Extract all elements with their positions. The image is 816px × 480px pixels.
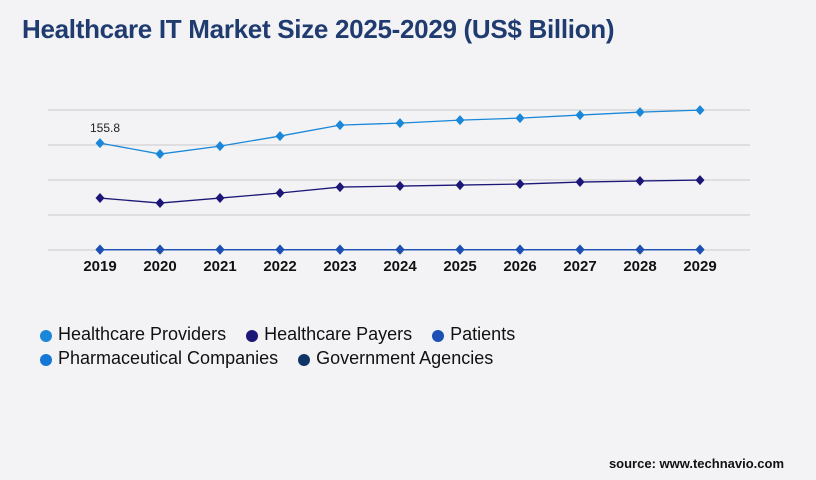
data-point	[695, 175, 705, 186]
x-tick-label: 2026	[503, 258, 536, 275]
data-point	[455, 180, 465, 191]
legend-row: Pharmaceutical Companies Government Agenc…	[40, 346, 535, 370]
data-point	[335, 244, 345, 255]
legend-marker-icon	[246, 329, 259, 342]
data-point	[215, 193, 225, 204]
legend-item: Government Agencies	[298, 348, 493, 369]
x-tick-label: 2027	[563, 258, 596, 275]
legend-item: Pharmaceutical Companies	[40, 348, 278, 369]
x-tick-label: 2029	[683, 258, 716, 275]
data-point	[335, 182, 345, 193]
chart-title: Healthcare IT Market Size 2025-2029 (US$…	[22, 14, 615, 44]
legend-label: Patients	[450, 323, 516, 344]
x-tick-label: 2020	[143, 258, 176, 275]
data-point	[275, 188, 285, 199]
legend-label: Healthcare Payers	[264, 323, 413, 344]
x-tick-label: 2023	[323, 258, 356, 275]
data-point	[95, 193, 105, 204]
data-point	[695, 105, 705, 116]
data-point	[395, 118, 405, 129]
legend: Healthcare Providers Healthcare Payers Pat…	[40, 322, 535, 370]
data-point	[275, 131, 285, 142]
legend-label: Pharmaceutical Companies	[58, 347, 279, 368]
data-point	[275, 244, 285, 255]
legend-marker-icon	[40, 329, 52, 342]
data-point	[515, 179, 525, 190]
data-point	[155, 244, 165, 255]
legend-row: Healthcare Providers Healthcare Payers Pat…	[40, 322, 535, 346]
data-label: 155.8	[90, 121, 120, 135]
legend-marker-icon	[298, 353, 311, 366]
data-point	[155, 149, 165, 160]
legend-item: Healthcare Providers	[40, 324, 226, 345]
data-point	[95, 138, 105, 149]
data-point	[515, 244, 525, 255]
legend-marker-icon	[40, 353, 52, 366]
legend-label: Government Agencies	[316, 347, 494, 368]
data-point	[395, 181, 405, 192]
series-line	[99, 109, 701, 155]
data-point	[395, 244, 405, 255]
data-point	[695, 244, 705, 255]
data-point	[155, 198, 165, 209]
line-chart: 2019 2020 2021 2022 2023 2024 2025 2026 2027 2028…	[48, 105, 750, 275]
data-point	[575, 177, 585, 188]
data-point	[635, 107, 645, 118]
legend-item: Healthcare Payers	[246, 324, 412, 345]
data-point	[455, 115, 465, 126]
x-tick-label: 2021	[203, 258, 236, 275]
x-tick-label: 2028	[623, 258, 656, 275]
data-point	[575, 110, 585, 121]
legend-marker-icon	[432, 329, 445, 342]
data-point	[575, 244, 585, 255]
data-point	[335, 120, 345, 131]
x-tick-label: 2024	[383, 258, 417, 275]
data-point	[215, 244, 225, 255]
x-tick-label: 2025	[443, 258, 476, 275]
legend-label: Healthcare Providers	[58, 323, 227, 344]
x-tick-label: 2022	[263, 258, 296, 275]
data-point	[95, 244, 105, 255]
source-text: source: www.technavio.com	[608, 456, 784, 471]
data-point	[455, 244, 465, 255]
data-point	[515, 113, 525, 124]
x-tick-label: 2019	[83, 258, 116, 275]
data-point	[215, 141, 225, 152]
legend-item: Patients	[432, 324, 515, 345]
data-point	[635, 176, 645, 187]
data-point	[635, 244, 645, 255]
